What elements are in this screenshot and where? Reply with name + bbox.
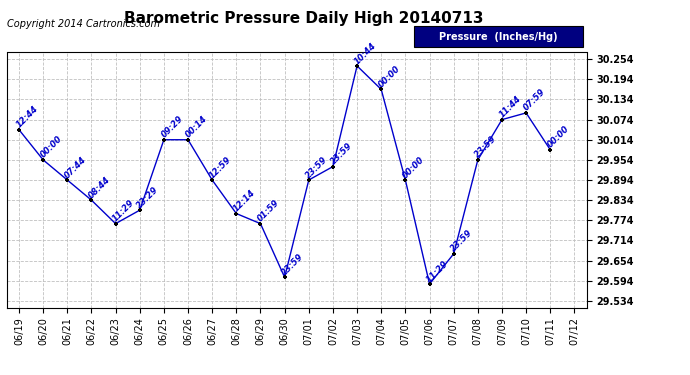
Text: 23:59: 23:59 [328,141,354,166]
Point [545,147,556,153]
Text: 00:00: 00:00 [546,124,571,150]
Text: 11:29: 11:29 [111,198,137,223]
Text: 07:59: 07:59 [522,87,547,113]
Point [279,274,290,280]
Text: 01:59: 01:59 [256,198,282,223]
Point [158,137,169,143]
Point [255,220,266,226]
Text: 08:44: 08:44 [87,175,112,200]
Text: 23:59: 23:59 [449,228,475,254]
Text: 00:14: 00:14 [184,114,209,140]
Point [351,63,363,69]
Point [400,177,411,183]
Point [86,197,97,203]
Point [182,137,193,143]
Text: 07:44: 07:44 [63,154,88,180]
Text: 00:00: 00:00 [39,135,64,160]
Text: 12:59: 12:59 [208,154,233,180]
Text: 12:44: 12:44 [14,104,40,130]
Text: 23:59: 23:59 [304,154,330,180]
Text: Copyright 2014 Cartronics.com: Copyright 2014 Cartronics.com [7,19,160,29]
Text: 23:59: 23:59 [473,135,499,160]
Point [448,251,460,257]
Text: Pressure  (Inches/Hg): Pressure (Inches/Hg) [440,32,558,42]
Point [14,127,25,133]
Point [110,220,121,226]
Point [37,157,48,163]
Point [424,281,435,287]
Point [207,177,218,183]
Text: 23:29: 23:29 [135,185,161,210]
Point [520,110,531,116]
Point [472,157,483,163]
Point [230,210,241,216]
Text: 10:44: 10:44 [353,40,378,66]
Point [375,86,386,92]
Point [497,117,508,123]
Text: 12:14: 12:14 [232,188,257,213]
Text: 00:00: 00:00 [401,154,426,180]
Text: 11:29: 11:29 [425,259,451,284]
Text: Barometric Pressure Daily High 20140713: Barometric Pressure Daily High 20140713 [124,11,484,26]
Point [328,164,339,170]
Text: 23:59: 23:59 [280,252,306,277]
Point [134,207,145,213]
Text: 09:29: 09:29 [159,114,185,140]
Text: 11:44: 11:44 [497,94,523,120]
Text: 00:00: 00:00 [377,64,402,89]
Point [62,177,73,183]
Point [303,177,314,183]
